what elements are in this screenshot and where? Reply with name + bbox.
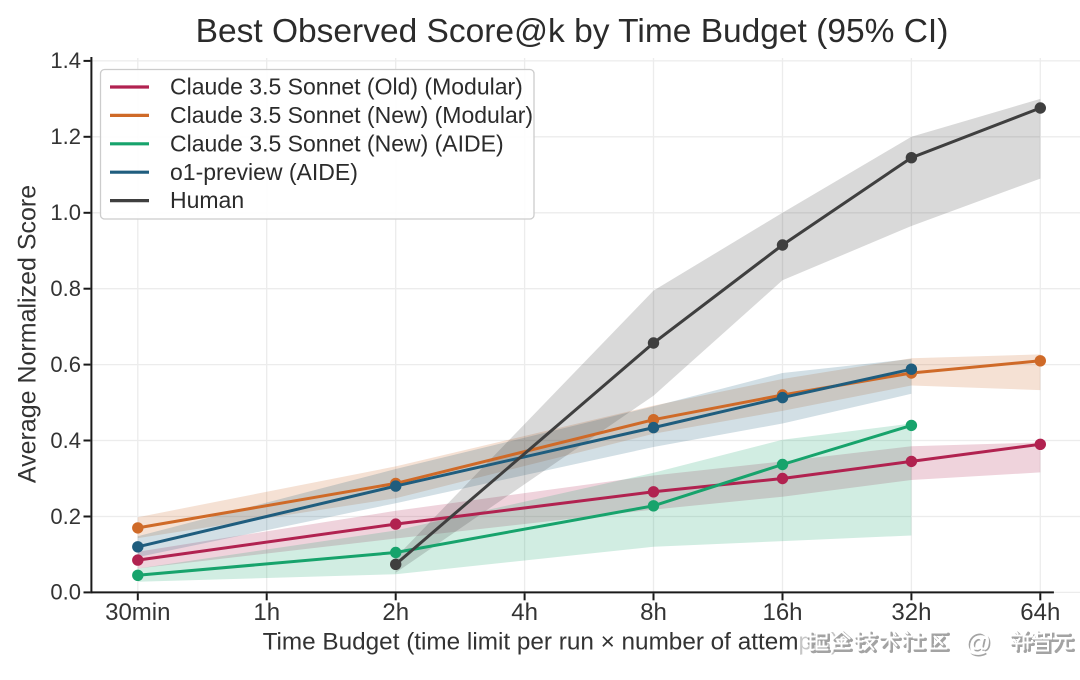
svg-text:1.2: 1.2 [50, 124, 81, 149]
svg-text:32h: 32h [891, 599, 931, 626]
svg-text:0.4: 0.4 [50, 428, 81, 453]
svg-text:Human: Human [170, 187, 244, 213]
svg-text:Claude 3.5 Sonnet (New) (AIDE): Claude 3.5 Sonnet (New) (AIDE) [170, 130, 504, 156]
svg-text:2h: 2h [382, 599, 409, 626]
svg-text:0.8: 0.8 [50, 276, 81, 301]
svg-text:1h: 1h [253, 599, 280, 626]
svg-text:o1-preview (AIDE): o1-preview (AIDE) [170, 159, 358, 185]
svg-text:64h: 64h [1020, 599, 1060, 626]
svg-text:8h: 8h [640, 599, 667, 626]
svg-text:0.0: 0.0 [50, 580, 81, 605]
svg-text:@: @ [965, 627, 991, 657]
svg-text:30min: 30min [105, 599, 170, 626]
svg-text:Claude 3.5 Sonnet (Old) (Modul: Claude 3.5 Sonnet (Old) (Modular) [170, 74, 523, 100]
svg-text:Average Normalized Score: Average Normalized Score [14, 185, 42, 483]
svg-text:Best Observed Score@k by Time: Best Observed Score@k by Time Budget (95… [196, 13, 949, 50]
svg-text:@: @ [966, 628, 992, 658]
svg-text:Claude 3.5 Sonnet (New) (Modul: Claude 3.5 Sonnet (New) (Modular) [170, 102, 533, 128]
svg-text:1.0: 1.0 [50, 200, 81, 225]
svg-text:4h: 4h [511, 599, 538, 626]
svg-text:Time Budget (time limit per ru: Time Budget (time limit per run × number… [263, 629, 839, 656]
svg-text:1.4: 1.4 [50, 48, 81, 73]
svg-text:0.2: 0.2 [50, 504, 81, 529]
svg-text:0.6: 0.6 [50, 352, 81, 377]
svg-text:16h: 16h [762, 599, 802, 626]
